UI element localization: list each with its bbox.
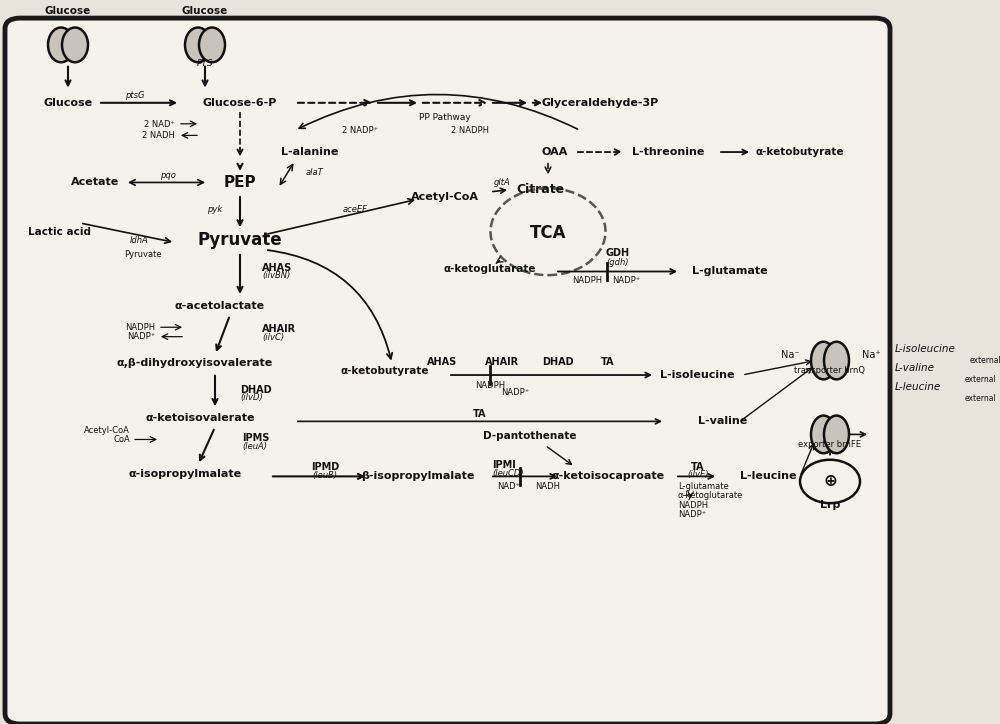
Text: (leuA): (leuA) xyxy=(242,442,267,451)
FancyBboxPatch shape xyxy=(5,18,890,724)
Text: L-valine: L-valine xyxy=(895,363,935,373)
Text: L-isoleucine: L-isoleucine xyxy=(895,344,956,354)
Text: ptsG: ptsG xyxy=(125,91,145,100)
Text: L-threonine: L-threonine xyxy=(632,147,704,157)
Text: pqo: pqo xyxy=(160,171,176,180)
Ellipse shape xyxy=(199,28,225,62)
Text: (ilvC): (ilvC) xyxy=(262,333,284,342)
Text: NADPH: NADPH xyxy=(572,277,602,285)
Ellipse shape xyxy=(48,28,74,62)
Text: AHAIR: AHAIR xyxy=(262,324,296,334)
Text: β-isopropylmalate: β-isopropylmalate xyxy=(361,471,475,481)
Text: (leuB): (leuB) xyxy=(312,471,338,480)
Text: α-ketobutyrate: α-ketobutyrate xyxy=(756,147,844,157)
Text: Glucose: Glucose xyxy=(43,98,93,108)
Text: L-isoleucine: L-isoleucine xyxy=(660,370,734,380)
Ellipse shape xyxy=(62,28,88,62)
Text: Acetyl-CoA: Acetyl-CoA xyxy=(411,192,479,202)
Text: DHAD: DHAD xyxy=(240,384,272,395)
Text: Lactic acid: Lactic acid xyxy=(28,227,92,237)
Text: TA: TA xyxy=(473,409,487,419)
Text: TA: TA xyxy=(601,357,615,367)
Text: AHAS: AHAS xyxy=(262,263,292,273)
Text: L-alanine: L-alanine xyxy=(281,147,339,157)
Text: external: external xyxy=(965,395,997,403)
Text: external: external xyxy=(970,356,1000,365)
Text: NAD⁺: NAD⁺ xyxy=(497,482,520,491)
Ellipse shape xyxy=(824,342,849,379)
Text: (ilvBN): (ilvBN) xyxy=(262,272,290,280)
Text: Na⁻: Na⁻ xyxy=(782,350,800,360)
Text: IPMI: IPMI xyxy=(492,460,516,470)
Text: (gdh): (gdh) xyxy=(607,258,629,266)
Ellipse shape xyxy=(185,28,211,62)
Text: α-isopropylmalate: α-isopropylmalate xyxy=(128,469,242,479)
Text: NADP⁺: NADP⁺ xyxy=(501,388,529,397)
Text: AHAIR: AHAIR xyxy=(485,357,519,367)
Text: Acetyl-CoA: Acetyl-CoA xyxy=(84,426,130,435)
Text: 2 NADH: 2 NADH xyxy=(142,131,175,140)
Text: TCA: TCA xyxy=(530,224,566,242)
Text: IPMD: IPMD xyxy=(311,462,339,472)
Text: alaT: alaT xyxy=(306,168,324,177)
Text: IPMS: IPMS xyxy=(242,433,269,443)
Text: transporter brnQ: transporter brnQ xyxy=(794,366,866,375)
Text: NADPH: NADPH xyxy=(475,381,505,390)
Text: L-glutamate: L-glutamate xyxy=(678,482,729,491)
Ellipse shape xyxy=(811,416,836,453)
Text: NADPH: NADPH xyxy=(125,323,155,332)
Text: (ilvE): (ilvE) xyxy=(687,471,709,479)
Text: AHAS: AHAS xyxy=(427,357,457,367)
Text: Citrate: Citrate xyxy=(516,183,564,196)
Text: DHAD: DHAD xyxy=(542,357,574,367)
Text: Pyruvate: Pyruvate xyxy=(124,251,162,259)
Text: TA: TA xyxy=(691,462,705,472)
Text: α-ketoisocaproate: α-ketoisocaproate xyxy=(551,471,665,481)
Text: α-acetolactate: α-acetolactate xyxy=(175,300,265,311)
Text: Lrp: Lrp xyxy=(820,500,840,510)
Text: L-valine: L-valine xyxy=(698,416,747,426)
Text: NADP⁺: NADP⁺ xyxy=(612,277,640,285)
Text: NADPH: NADPH xyxy=(678,501,708,510)
Text: D-pantothenate: D-pantothenate xyxy=(483,431,577,441)
Text: PP Pathway: PP Pathway xyxy=(419,113,471,122)
Text: NADH: NADH xyxy=(535,482,560,491)
Text: 2 NAD⁺: 2 NAD⁺ xyxy=(144,120,175,129)
Text: α-ketoglutarate: α-ketoglutarate xyxy=(678,492,743,500)
Text: L-glutamate: L-glutamate xyxy=(692,266,768,277)
Text: pyk: pyk xyxy=(207,206,222,214)
Text: PTS: PTS xyxy=(197,59,213,68)
Text: Pyruvate: Pyruvate xyxy=(198,232,282,249)
Text: external: external xyxy=(965,375,997,384)
Text: exporter brnFE: exporter brnFE xyxy=(798,440,862,449)
Text: Glucose: Glucose xyxy=(182,6,228,16)
Ellipse shape xyxy=(811,342,836,379)
Text: α-ketobutyrate: α-ketobutyrate xyxy=(341,366,429,376)
Text: 2 NADP⁺: 2 NADP⁺ xyxy=(342,126,378,135)
Text: Na⁺: Na⁺ xyxy=(862,350,881,360)
Text: NADP⁺: NADP⁺ xyxy=(127,332,155,341)
Text: α-ketoisovalerate: α-ketoisovalerate xyxy=(145,413,255,424)
Text: GDH: GDH xyxy=(606,248,630,258)
Text: L-leucine: L-leucine xyxy=(740,471,796,481)
Text: ldhA: ldhA xyxy=(129,236,148,245)
Ellipse shape xyxy=(824,416,849,453)
Text: 2 NADPH: 2 NADPH xyxy=(451,126,489,135)
Text: CoA: CoA xyxy=(113,435,130,444)
Text: Glyceraldehyde-3P: Glyceraldehyde-3P xyxy=(541,98,659,108)
Text: Acetate: Acetate xyxy=(71,177,119,188)
Text: OAA: OAA xyxy=(542,147,568,157)
Text: L-leucine: L-leucine xyxy=(895,382,941,392)
Text: (ilvD): (ilvD) xyxy=(240,393,263,402)
Text: α,β-dihydroxyisovalerate: α,β-dihydroxyisovalerate xyxy=(117,358,273,369)
Text: Glucose-6-P: Glucose-6-P xyxy=(203,98,277,108)
Text: aceEF: aceEF xyxy=(342,206,368,214)
Text: NADP⁺: NADP⁺ xyxy=(678,510,706,518)
Text: gltA: gltA xyxy=(494,178,510,187)
Text: ⊕: ⊕ xyxy=(823,473,837,490)
Text: PEP: PEP xyxy=(224,175,256,190)
Text: (leuCD): (leuCD) xyxy=(492,469,524,478)
Text: α-ketoglutarate: α-ketoglutarate xyxy=(444,264,536,274)
Text: Glucose: Glucose xyxy=(45,6,91,16)
